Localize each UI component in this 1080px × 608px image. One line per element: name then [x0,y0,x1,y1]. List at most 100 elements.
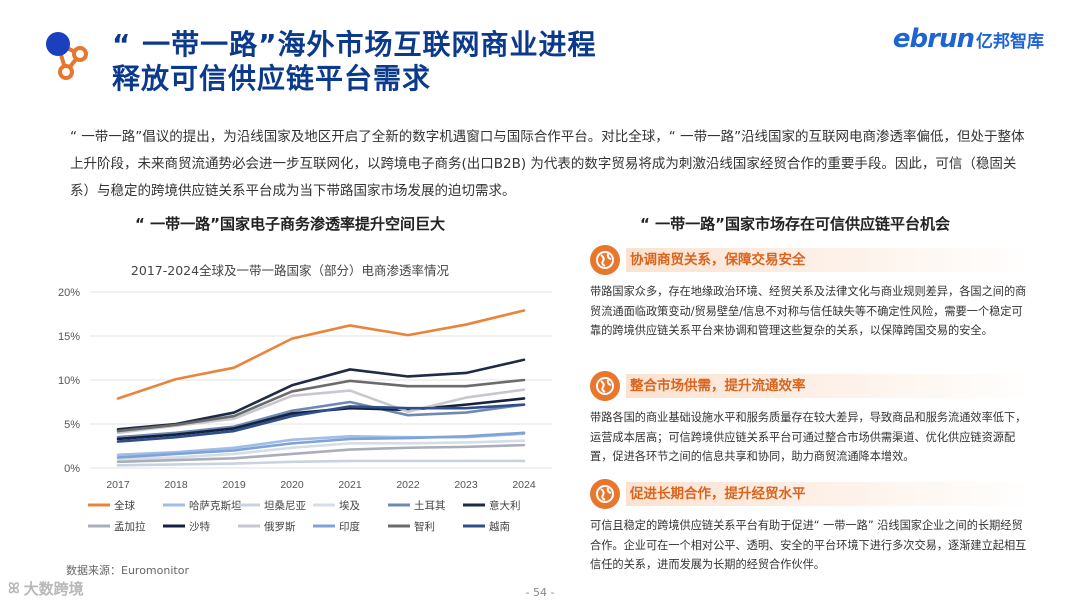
data-point [117,440,119,443]
data-point [349,460,351,462]
data-point [291,439,293,441]
page-title-line1: “ 一带一路”海外市场互联网商业进程 [112,28,597,61]
y-tick-label: 20% [58,287,80,299]
data-point [233,449,235,452]
legend-label: 智利 [414,520,435,533]
data-point [291,337,293,340]
series-line [116,431,526,459]
data-point [407,414,409,416]
series-line [116,358,526,431]
opportunity-card-title: 促进长期合作，提升经贸水平 [626,482,1032,506]
data-point [291,446,293,449]
data-point [291,410,293,412]
data-point [349,324,351,327]
data-point [117,461,119,463]
data-point [465,435,467,438]
data-point [291,390,293,393]
data-point [523,460,525,462]
legend-label: 沙特 [189,521,210,533]
opportunity-card-body: 带路国家众多，存在地缘政治环境、经贸关系及法律文化与商业规则差异，各国之间的商贸… [590,285,1027,337]
data-point [117,397,119,400]
data-point [407,460,409,462]
data-point [175,456,177,459]
report-logo-icon [46,32,88,80]
data-point [291,442,293,445]
data-point [465,407,467,409]
data-point [407,334,409,336]
x-tick-label: 2021 [338,479,362,491]
data-point [233,411,235,414]
series-line [116,443,526,464]
data-point [523,388,525,391]
data-point [233,430,235,432]
data-point [233,446,235,449]
data-point [175,433,177,436]
data-point [175,432,177,434]
watermark-icon: ꕤ [8,580,20,597]
data-point [175,378,177,380]
data-point [233,417,235,420]
data-point [291,395,293,397]
data-point [349,380,351,382]
legend-label: 俄罗斯 [264,520,296,533]
data-point [291,461,293,463]
data-point [233,457,235,460]
data-point [349,401,351,403]
data-point [465,396,467,399]
series-line [116,439,526,461]
data-point [233,462,235,465]
data-point [117,458,119,460]
data-point [349,368,351,371]
data-point [349,438,351,440]
watermark: ꕤ 大数跨境 [8,578,84,599]
brand-logo: ebrun 亿邦智库 [893,24,1044,54]
data-point [465,403,467,406]
data-point [117,464,119,467]
watermark-text: 大数跨境 [23,580,84,598]
x-tick-label: 2019 [222,479,246,491]
opportunity-card-title: 协调商贸关系，保障交易安全 [626,248,1032,272]
data-point [523,397,525,400]
penetration-line-chart: 0% 5% 10% 15% 20% 2017 2018 2019 2020 2021 2022 202… [58,287,552,533]
data-point [465,446,467,448]
legend-label: 印度 [339,520,360,533]
data-point [349,448,351,451]
data-source: 数据来源：Euromonitor [66,564,189,577]
data-point [117,430,119,432]
data-point [523,358,525,361]
legend-label: 土耳其 [414,499,446,512]
legend-label: 意大利 [489,499,521,512]
data-point [233,415,235,417]
legend-label: 全球 [114,499,135,512]
y-tick-label: 15% [58,331,80,343]
series-line [116,459,526,467]
data-point [291,384,293,387]
data-point [175,424,177,426]
globe-icon [590,371,620,401]
data-point [233,366,235,369]
data-point [523,379,525,381]
page-number: - 54 - [525,586,555,599]
data-point [291,412,293,415]
data-point [465,441,467,444]
y-tick-label: 5% [64,419,80,431]
y-tick-label: 0% [64,463,80,475]
series-line [116,400,526,439]
x-tick-label: 2020 [280,479,304,491]
data-point [117,432,119,434]
data-point [465,372,467,374]
data-point [233,427,235,430]
data-point [407,446,409,449]
legend-label: 埃及 [339,499,360,512]
data-point [175,453,177,455]
intro-paragraph: “ 一带一路”倡议的提出，为沿线国家及地区开启了全新的数字机遇窗口与国际合作平台… [70,129,1025,199]
globe-icon [590,479,620,509]
globe-icon [590,245,620,275]
data-point [523,439,525,442]
x-tick-label: 2024 [512,479,536,491]
brand-name-en: ebrun [892,24,975,54]
data-point [175,463,177,466]
brand-name-cn: 亿邦智库 [976,32,1044,52]
legend-label: 哈萨克斯坦 [189,499,242,512]
data-point [407,385,409,387]
